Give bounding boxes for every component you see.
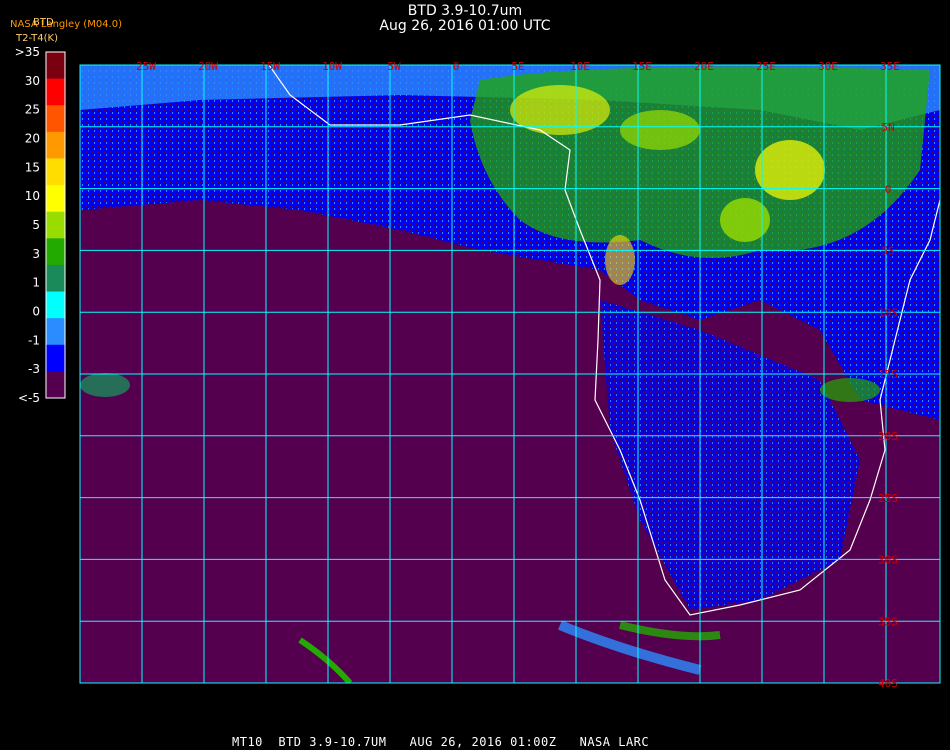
geo-labels: 25W 20W 15W 10W 5W 0 5E 10E 15E 20E 25E 30E 35E 5N 0 5S… — [136, 60, 900, 690]
latitude-label: 40S — [878, 677, 898, 690]
latitude-label: 0 — [885, 183, 892, 196]
legend-swatch — [46, 105, 65, 133]
legend-label: <-5 — [18, 391, 40, 405]
latitude-label: 35S — [878, 615, 898, 628]
legend-label: -3 — [28, 362, 40, 376]
title: BTD 3.9-10.7um — [408, 3, 522, 19]
legend-label: 0 — [32, 305, 40, 319]
satellite-image — [80, 65, 940, 683]
legend-swatch — [46, 291, 65, 319]
longitude-label: 10E — [570, 60, 590, 73]
longitude-label: 20E — [694, 60, 714, 73]
legend-label: >35 — [15, 45, 40, 59]
map-frame — [79, 64, 941, 684]
legend-label: -1 — [28, 333, 40, 347]
longitude-label: 15E — [632, 60, 652, 73]
longitude-label: 10W — [322, 60, 342, 73]
legend-label: 10 — [25, 189, 40, 203]
legend-swatch — [46, 131, 65, 159]
legend-label: 3 — [32, 247, 40, 261]
legend-swatch — [46, 211, 65, 239]
latitude-label: 5N — [881, 121, 894, 134]
source: NASA Langley (M04.0) — [10, 19, 122, 30]
longitude-label: 30E — [818, 60, 838, 73]
units: T2-T4(K) — [15, 33, 58, 44]
legend-label: 25 — [25, 103, 40, 117]
longitude-label: 20W — [198, 60, 218, 73]
legend-swatch — [46, 158, 65, 186]
longitude-label: 0 — [453, 60, 460, 73]
latitude-label: 5S — [881, 245, 894, 258]
legend-swatch — [46, 344, 65, 372]
latitude-label: 25S — [878, 492, 898, 505]
legend-swatch — [46, 264, 65, 293]
longitude-label: 25W — [136, 60, 156, 73]
legend-swatch — [46, 238, 65, 266]
graticule — [80, 65, 940, 683]
legend-label: 15 — [25, 160, 40, 174]
legend-label: 20 — [25, 132, 40, 146]
subtitle: Aug 26, 2016 01:00 UTC — [379, 18, 550, 34]
product: BTD — [33, 17, 54, 28]
legend-swatch — [46, 52, 65, 80]
longitude-label: 5E — [511, 60, 524, 73]
legend-swatch — [46, 371, 65, 399]
longitude-label: 35E — [880, 60, 900, 73]
legend-label: 30 — [25, 74, 40, 88]
latitude-label: 10S — [878, 306, 898, 319]
footer-caption: MT10 BTD 3.9-10.7UM AUG 26, 2016 01:00Z … — [232, 735, 649, 749]
latitude-label: 15S — [878, 368, 898, 381]
legend-swatch — [46, 78, 65, 106]
legend-swatch — [46, 185, 65, 213]
legend-label: 5 — [32, 218, 40, 232]
legend-swatch — [46, 318, 65, 346]
latitude-label: 20S — [878, 430, 898, 443]
legend-label: 1 — [32, 276, 40, 290]
legend-frame — [45, 51, 66, 399]
coastline — [268, 65, 940, 616]
longitude-label: 25E — [756, 60, 776, 73]
latitude-label: 30S — [878, 554, 898, 567]
longitude-label: 5W — [387, 60, 401, 73]
longitude-label: 15W — [260, 60, 280, 73]
